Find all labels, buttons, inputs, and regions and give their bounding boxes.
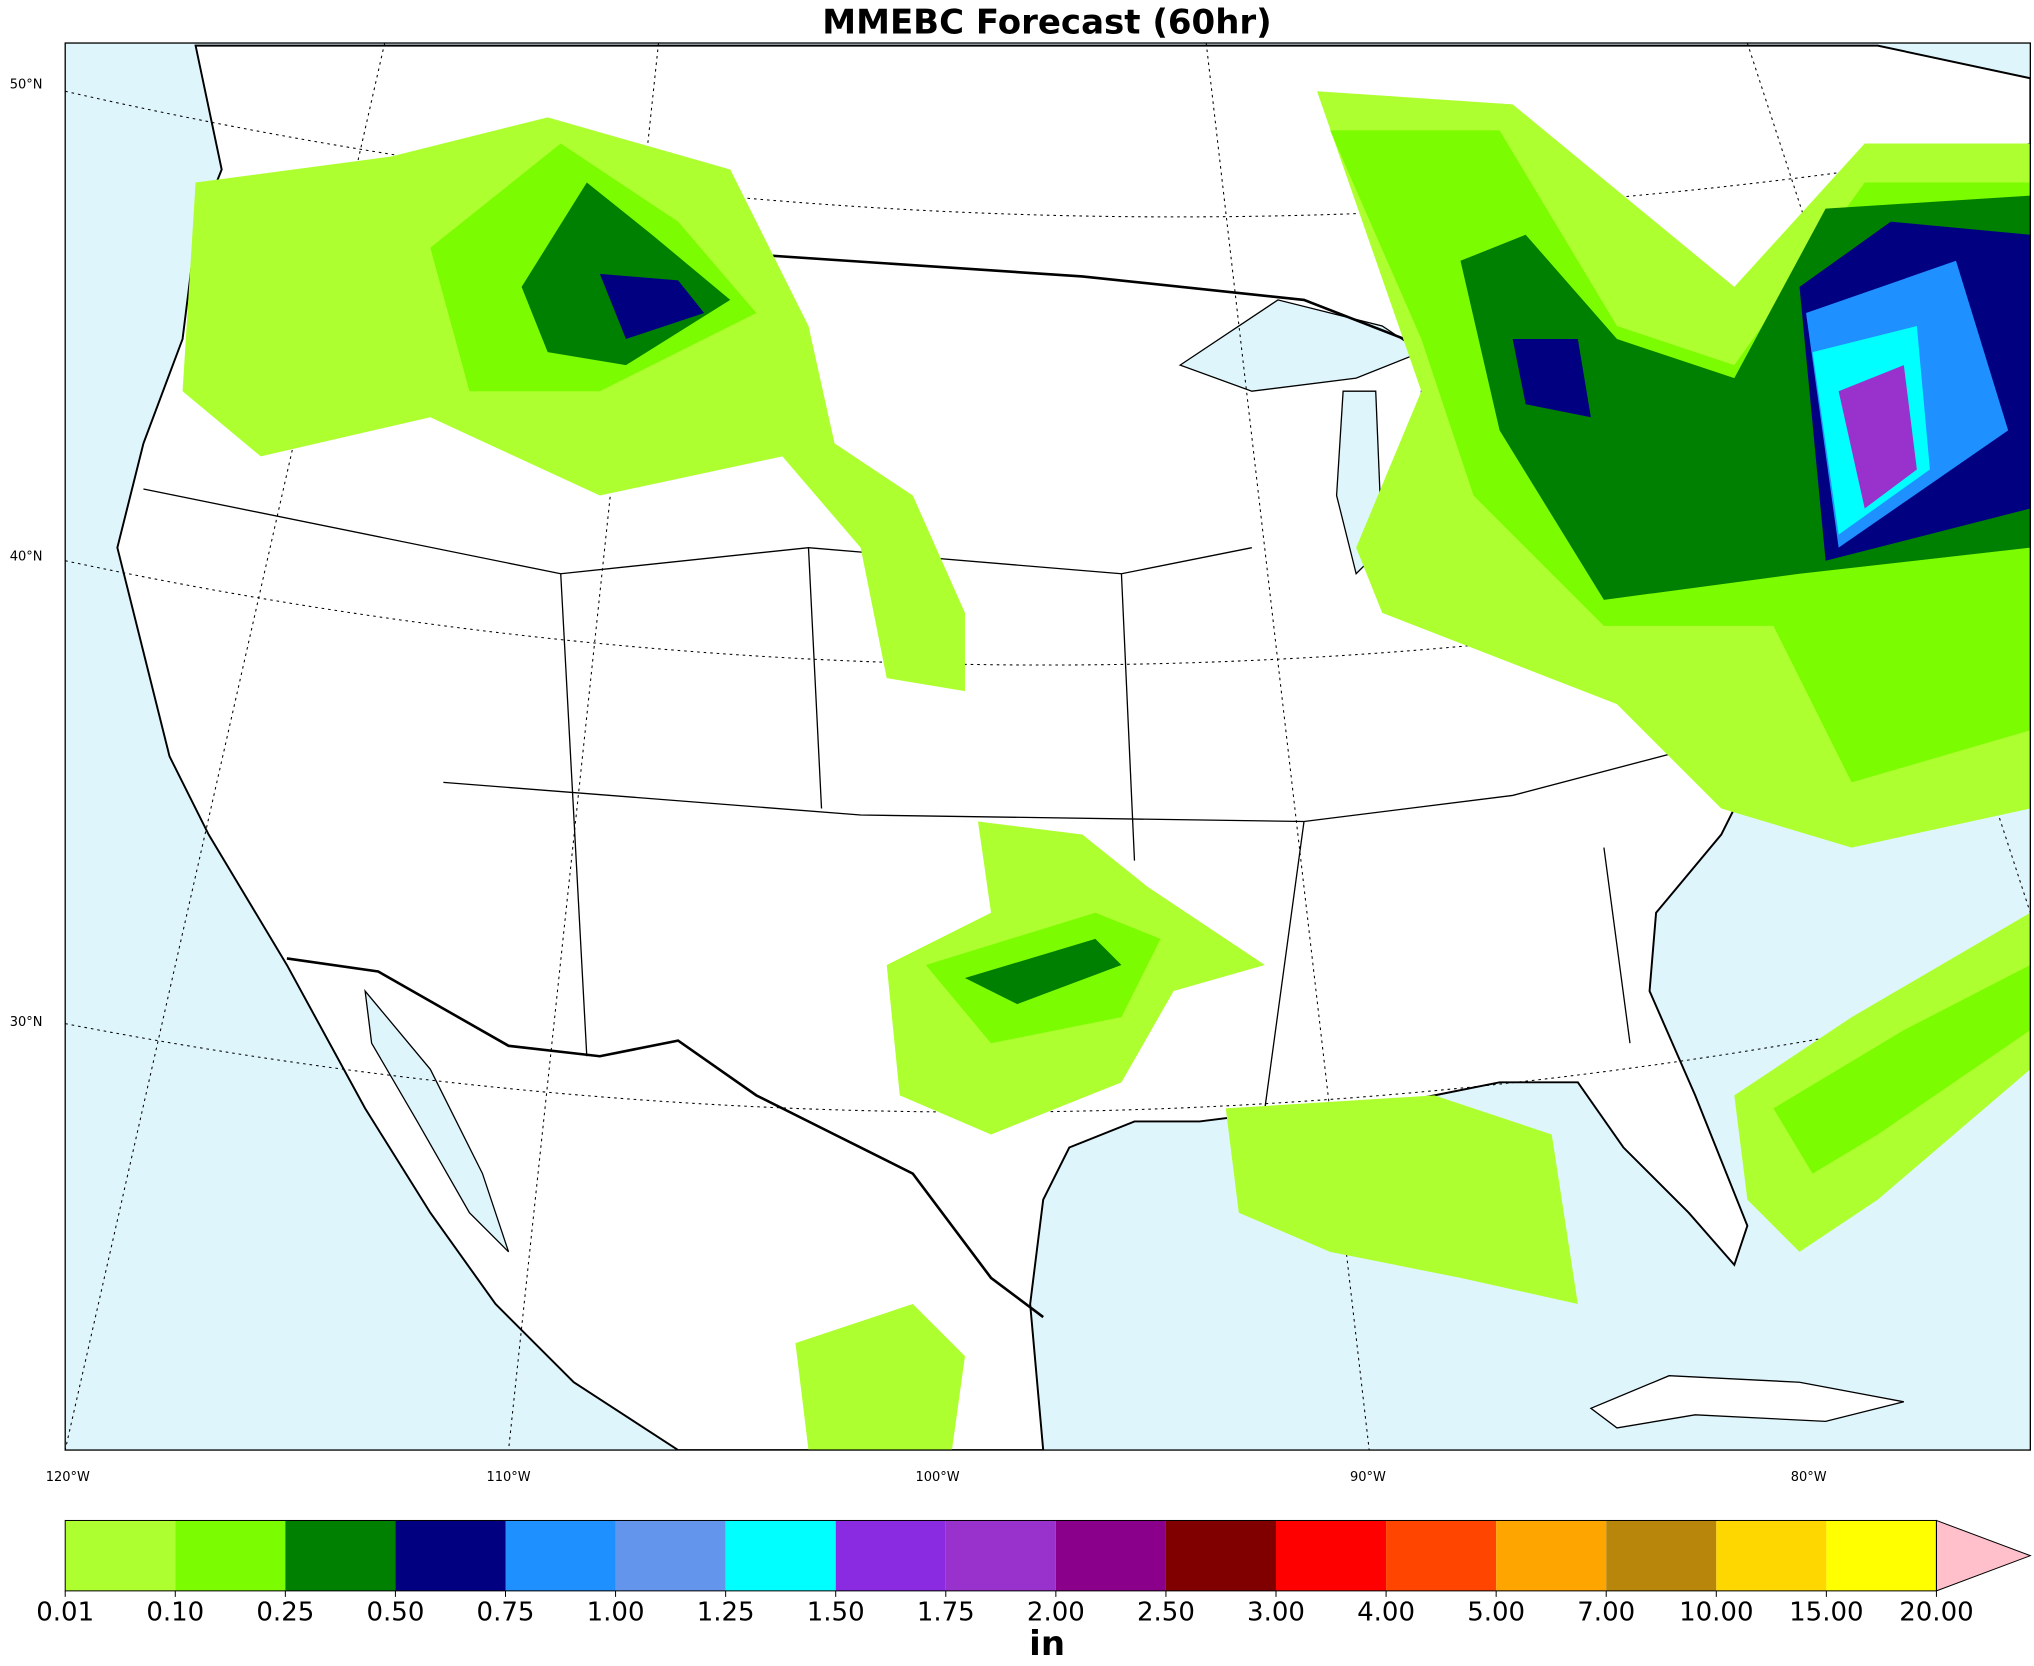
lat-label: 40°N: [10, 549, 43, 564]
colorbar-segment: [945, 1520, 1056, 1591]
colorbar: 0.01 0.10 0.25 0.50 0.75 1.00 1.25 1.50 1.75 2.00…: [36, 1519, 2032, 1664]
colorbar-level: 0.01: [36, 1598, 94, 1628]
colorbar-level: 1.75: [917, 1598, 975, 1628]
colorbar-segment: [175, 1520, 286, 1591]
map-title: MMEBC Forecast (60hr): [822, 3, 1271, 43]
colorbar-level: 15.00: [1789, 1598, 1863, 1628]
colorbar-level: 0.50: [366, 1598, 424, 1628]
colorbar-segment: [1716, 1520, 1827, 1591]
lon-label: 80°W: [1791, 1470, 1827, 1485]
colorbar-level: 10.00: [1679, 1598, 1753, 1628]
colorbar-segment: [1496, 1520, 1607, 1591]
gulf-of-california: [364, 988, 510, 1253]
colorbar-segment: [1276, 1520, 1387, 1591]
colorbar-segment: [65, 1520, 176, 1591]
colorbar-segment: [1606, 1520, 1717, 1591]
colorbar-level: 1.00: [587, 1598, 645, 1628]
precipitation: [182, 91, 2031, 1451]
state-lines: [143, 488, 1761, 1109]
colorbar-unit: in: [1029, 1624, 1065, 1664]
cuba: [1589, 1375, 1904, 1429]
colorbar-segment: [285, 1520, 396, 1591]
lon-label: 110°W: [486, 1470, 530, 1485]
lon-label: 120°W: [46, 1470, 90, 1485]
colorbar-segment: [615, 1520, 726, 1591]
colorbar-segment: [1826, 1520, 1937, 1591]
colorbar-level: 1.50: [807, 1598, 865, 1628]
colorbar-level: 4.00: [1357, 1598, 1415, 1628]
colorbar-segment: [395, 1520, 506, 1591]
lat-label: 50°N: [10, 77, 43, 92]
colorbar-level: 2.50: [1137, 1598, 1195, 1628]
colorbar-extend: [1935, 1519, 2032, 1592]
colorbar-frame: [64, 1519, 1937, 1592]
colorbar-segment: [1055, 1520, 1166, 1591]
colorbar-level: 5.00: [1467, 1598, 1525, 1628]
colorbar-level: 3.00: [1247, 1598, 1305, 1628]
colorbar-segment: [505, 1520, 616, 1591]
lon-label: 90°W: [1350, 1470, 1386, 1485]
map: [64, 42, 2031, 1451]
colorbar-level: 0.25: [256, 1598, 314, 1628]
colorbar-level: 0.10: [146, 1598, 204, 1628]
colorbar-level: 2.00: [1027, 1598, 1085, 1628]
colorbar-level: 7.00: [1577, 1598, 1635, 1628]
lat-label: 30°N: [10, 1015, 43, 1030]
colorbar-level: 20.00: [1899, 1598, 1973, 1628]
colorbar-level: 0.75: [477, 1598, 535, 1628]
colorbar-segment: [725, 1520, 836, 1591]
map-frame: [64, 42, 2031, 1451]
colorbar-level: 1.25: [697, 1598, 755, 1628]
colorbar-segment: [835, 1520, 946, 1591]
lon-label: 100°W: [915, 1470, 959, 1485]
colorbar-segment: [1386, 1520, 1497, 1591]
colorbar-segment: [1165, 1520, 1277, 1591]
